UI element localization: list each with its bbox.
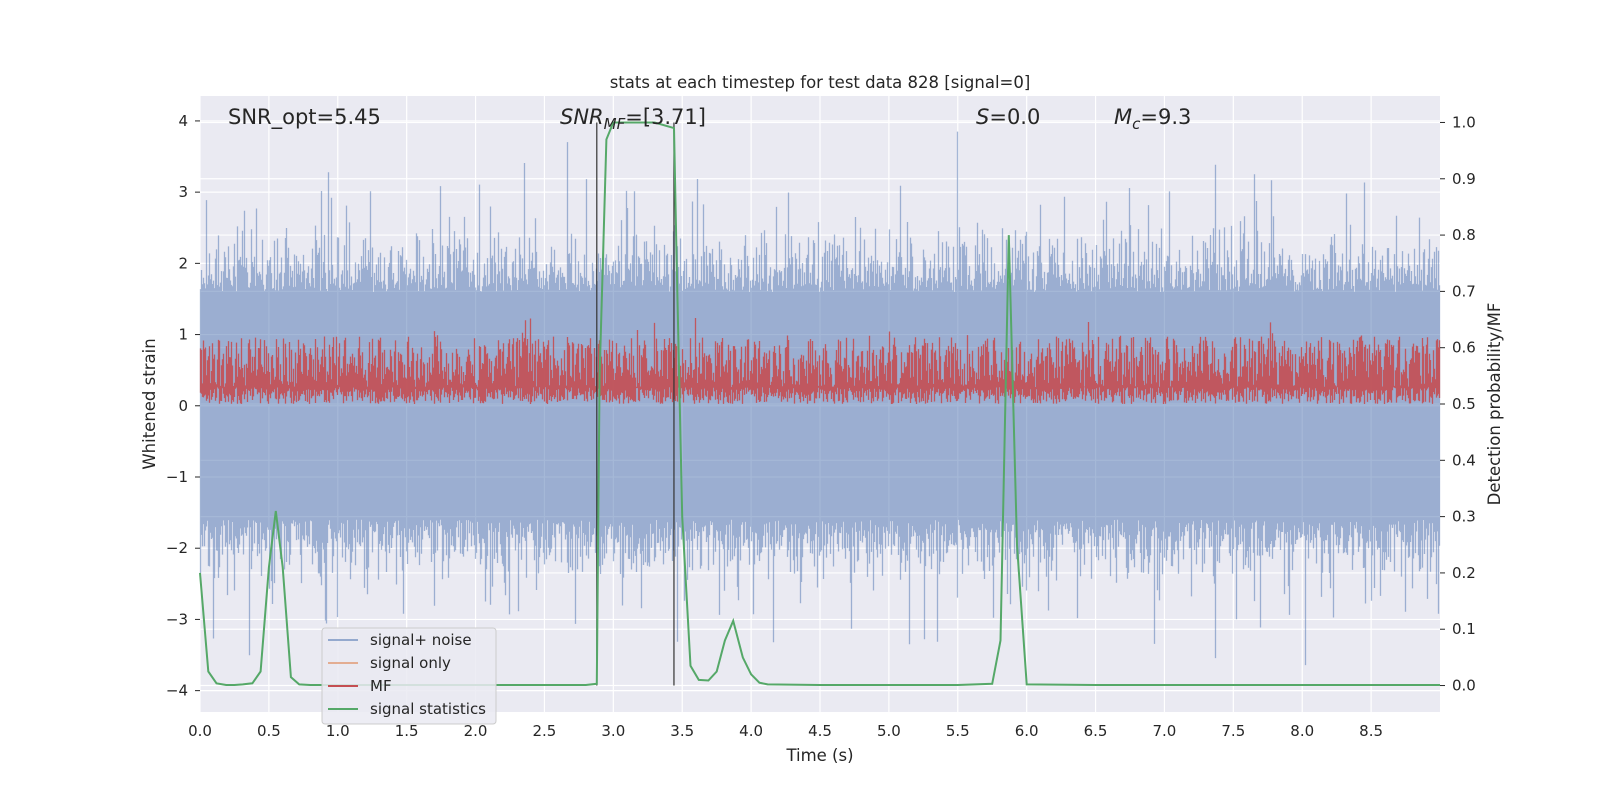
- y-axis-label-left: Whitened strain: [140, 338, 159, 469]
- snr-mf-base: SNR: [560, 105, 604, 129]
- x-tick-label: 6.0: [1015, 722, 1039, 740]
- signal-statistics-series: [199, 121, 1440, 686]
- y-tick-label-right: 0.5: [1452, 395, 1476, 413]
- x-tick-label: 1.5: [395, 722, 419, 740]
- y-tick-label-left: −2: [166, 539, 188, 557]
- y-tick-label-right: 0.3: [1452, 508, 1476, 526]
- y-tick-label-right: 1.0: [1452, 113, 1476, 131]
- s-annotation: S=0.0: [976, 105, 1040, 129]
- y-tick-label-right: 0.0: [1452, 677, 1476, 695]
- snr-mf-value: =[3.71]: [625, 105, 706, 129]
- mc-sub: c: [1132, 115, 1141, 133]
- y-tick-label-left: 3: [178, 183, 188, 201]
- signal-noise-series: [199, 131, 1441, 666]
- signal-statistics-line: [199, 121, 1440, 686]
- x-tick-label: 8.5: [1359, 722, 1383, 740]
- legend-box: [321, 627, 497, 725]
- y-tick-label-right: 0.9: [1452, 170, 1476, 188]
- x-tick-label: 3.0: [601, 722, 625, 740]
- s-value: =0.0: [989, 105, 1040, 129]
- legend-label-signal-noise: signal+ noise: [370, 631, 472, 649]
- x-axis-label: Time (s): [785, 746, 853, 765]
- y-tick-label-left: −4: [166, 682, 188, 700]
- s-base: S: [976, 105, 989, 129]
- x-tick-label: 1.0: [326, 722, 350, 740]
- x-tick-label: 3.5: [670, 722, 694, 740]
- y-axis-label-right: Detection probability/MF: [1485, 303, 1504, 506]
- y-tick-label-left: 2: [178, 254, 188, 272]
- y-tick-label-left: 0: [178, 397, 188, 415]
- x-tick-label: 8.0: [1290, 722, 1314, 740]
- mc-base: M: [1114, 105, 1132, 129]
- legend-label-signal-only: signal only: [370, 654, 451, 672]
- x-tick-label: 4.5: [808, 722, 832, 740]
- x-tick-label: 2.5: [533, 722, 557, 740]
- tick-labels: 0.0 0.5 1.0 1.5 2.0 2.5 3.0 3.5 4.0 4.5 5.0 5.5 6.0 6…: [166, 112, 1476, 740]
- snr-mf-annotation: SNRMF=[3.71]: [560, 105, 706, 133]
- snr-opt-annotation: SNR_opt=5.45: [228, 105, 381, 130]
- mc-value: =9.3: [1140, 105, 1191, 129]
- y-tick-label-left: 1: [178, 326, 188, 344]
- y-tick-label-right: 0.4: [1452, 451, 1476, 469]
- y-tick-label-left: 4: [178, 112, 188, 130]
- legend-label-mf: MF: [370, 677, 392, 695]
- y-tick-label-right: 0.8: [1452, 226, 1476, 244]
- chart-title: stats at each timestep for test data 828…: [610, 73, 1031, 92]
- y-tick-label-right: 0.7: [1452, 282, 1476, 300]
- y-tick-label-right: 0.1: [1452, 620, 1476, 638]
- x-tick-label: 5.5: [946, 722, 970, 740]
- signal-noise-line: [199, 131, 1441, 666]
- snr-mf-sub: MF: [604, 115, 626, 133]
- x-tick-label: 4.0: [739, 722, 763, 740]
- y-tick-label-left: −3: [166, 610, 188, 628]
- x-tick-label: 7.5: [1221, 722, 1245, 740]
- y-tick-label-right: 0.2: [1452, 564, 1476, 582]
- legend-label-signal-statistics: signal statistics: [370, 700, 486, 718]
- mc-annotation: Mc=9.3: [1114, 105, 1191, 133]
- x-tick-label: 2.0: [464, 722, 488, 740]
- mf-line: [199, 318, 1441, 404]
- legend: signal+ noise signal only MF signal stat…: [321, 627, 497, 725]
- x-tick-label: 0.0: [188, 722, 212, 740]
- x-tick-label: 7.0: [1153, 722, 1177, 740]
- x-tick-label: 6.5: [1084, 722, 1108, 740]
- x-tick-label: 5.0: [877, 722, 901, 740]
- y-tick-label-right: 0.6: [1452, 339, 1476, 357]
- annotations: SNR_opt=5.45 SNRMF=[3.71] S=0.0 Mc=9.3: [228, 105, 1191, 133]
- x-tick-label: 0.5: [257, 722, 281, 740]
- mf-series: [199, 318, 1441, 404]
- y-tick-label-left: −1: [166, 468, 188, 486]
